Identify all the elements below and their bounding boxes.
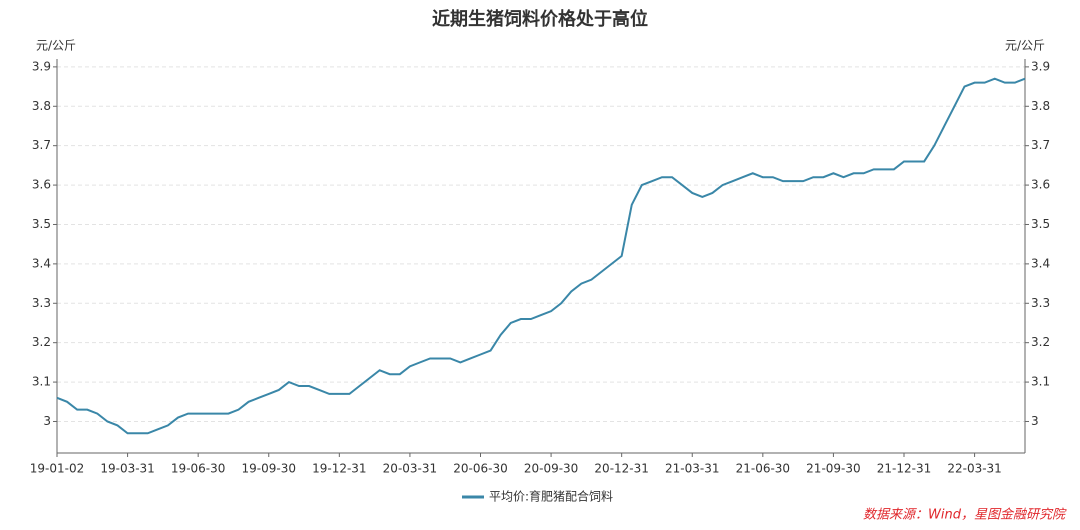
x-tick-label: 21-03-31	[665, 462, 719, 476]
y-tick-label: 3.5	[32, 217, 51, 231]
y-tick-label: 3.4	[32, 256, 51, 270]
x-tick-label: 19-09-30	[242, 462, 296, 476]
x-tick-label: 20-12-31	[594, 462, 648, 476]
y-tick-label: 3.2	[32, 335, 51, 349]
x-tick-label: 20-09-30	[524, 462, 578, 476]
legend-label: 平均价:育肥猪配合饲料	[489, 489, 613, 504]
y-tick-label: 3.6	[32, 178, 51, 192]
y2-tick-label: 3.2	[1031, 335, 1050, 349]
chart-title: 近期生猪饲料价格处于高位	[432, 8, 648, 30]
y2-tick-label: 3.7	[1031, 138, 1050, 152]
x-tick-label: 19-12-31	[312, 462, 366, 476]
y2-tick-label: 3.9	[1031, 59, 1050, 73]
y-tick-label: 3.9	[32, 59, 51, 73]
y2-axis-label: 元/公斤	[1005, 39, 1045, 53]
y-tick-label: 3	[43, 414, 51, 428]
x-tick-label: 21-12-31	[877, 462, 931, 476]
y2-tick-label: 3.3	[1031, 296, 1050, 310]
y-tick-label: 3.3	[32, 296, 51, 310]
x-tick-label: 19-01-02	[30, 462, 84, 476]
x-tick-label: 21-09-30	[806, 462, 860, 476]
y2-tick-label: 3.5	[1031, 217, 1050, 231]
y-tick-label: 3.1	[32, 375, 51, 389]
y-tick-label: 3.8	[32, 99, 51, 113]
y-tick-label: 3.7	[32, 138, 51, 152]
x-tick-label: 19-06-30	[171, 462, 225, 476]
y-axis-label: 元/公斤	[36, 39, 76, 53]
y2-tick-label: 3.8	[1031, 99, 1050, 113]
data-line	[56, 77, 1026, 435]
x-tick-label: 19-03-31	[100, 462, 154, 476]
y2-tick-label: 3.4	[1031, 256, 1050, 270]
source-note: 数据来源：Wind，星图金融研究院	[863, 507, 1067, 523]
y2-tick-label: 3.1	[1031, 375, 1050, 389]
y2-tick-label: 3	[1031, 414, 1039, 428]
x-tick-label: 20-06-30	[453, 462, 507, 476]
y2-tick-label: 3.6	[1031, 178, 1050, 192]
x-tick-label: 20-03-31	[383, 462, 437, 476]
x-tick-label: 21-06-30	[736, 462, 790, 476]
x-tick-label: 22-03-31	[947, 462, 1001, 476]
